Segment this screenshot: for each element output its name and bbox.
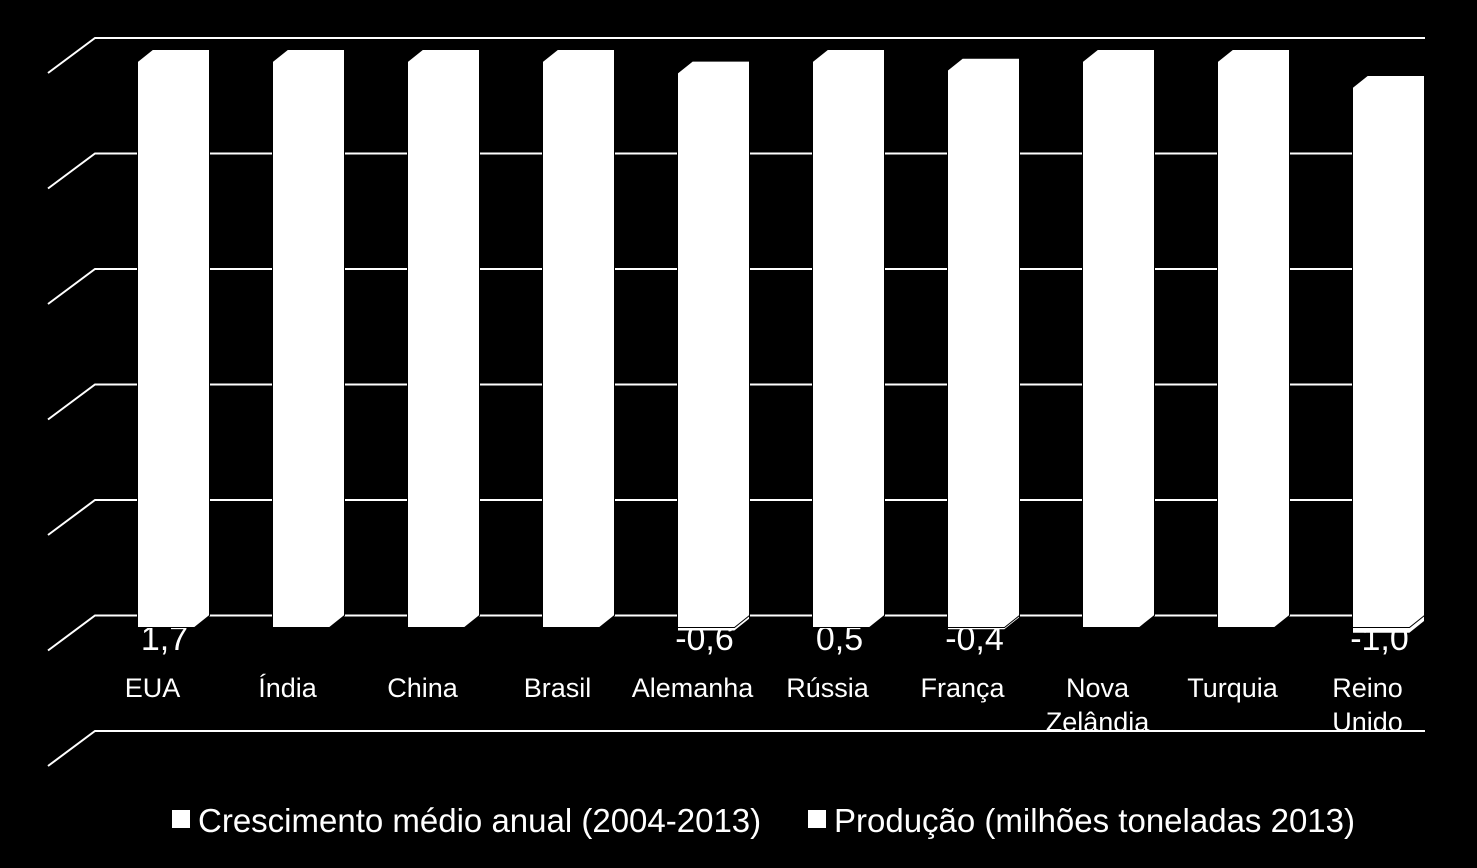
bar bbox=[407, 49, 480, 628]
bar bbox=[1082, 49, 1155, 628]
x-tick-label: EUA bbox=[125, 673, 181, 703]
bar bbox=[677, 60, 750, 628]
bar bbox=[137, 49, 210, 628]
x-tick-label: Índia bbox=[258, 673, 318, 703]
bar bbox=[272, 49, 345, 628]
grid-line bbox=[47, 730, 1425, 767]
bar bbox=[947, 57, 1020, 628]
x-tick-label: França bbox=[920, 673, 1005, 703]
grid-line bbox=[47, 37, 1425, 74]
x-tick-label: Turquia bbox=[1187, 673, 1279, 703]
legend-label: Crescimento médio anual (2004-2013) bbox=[198, 802, 761, 839]
x-tick-label: Rússia bbox=[786, 673, 870, 703]
legend-label: Produção (milhões toneladas 2013) bbox=[834, 802, 1355, 839]
legend-swatch bbox=[808, 810, 826, 828]
x-tick-label: Nova Zelândia bbox=[1046, 673, 1151, 737]
bar bbox=[1217, 49, 1290, 628]
x-tick-label: China bbox=[387, 673, 459, 703]
bar bbox=[542, 49, 615, 628]
x-tick-label: Reino Unido bbox=[1332, 673, 1403, 737]
x-tick-label: Alemanha bbox=[632, 673, 755, 703]
bar bbox=[812, 49, 885, 628]
bar bbox=[1352, 75, 1425, 628]
x-tick-label: Brasil bbox=[524, 673, 592, 703]
legend-swatch bbox=[172, 810, 190, 828]
